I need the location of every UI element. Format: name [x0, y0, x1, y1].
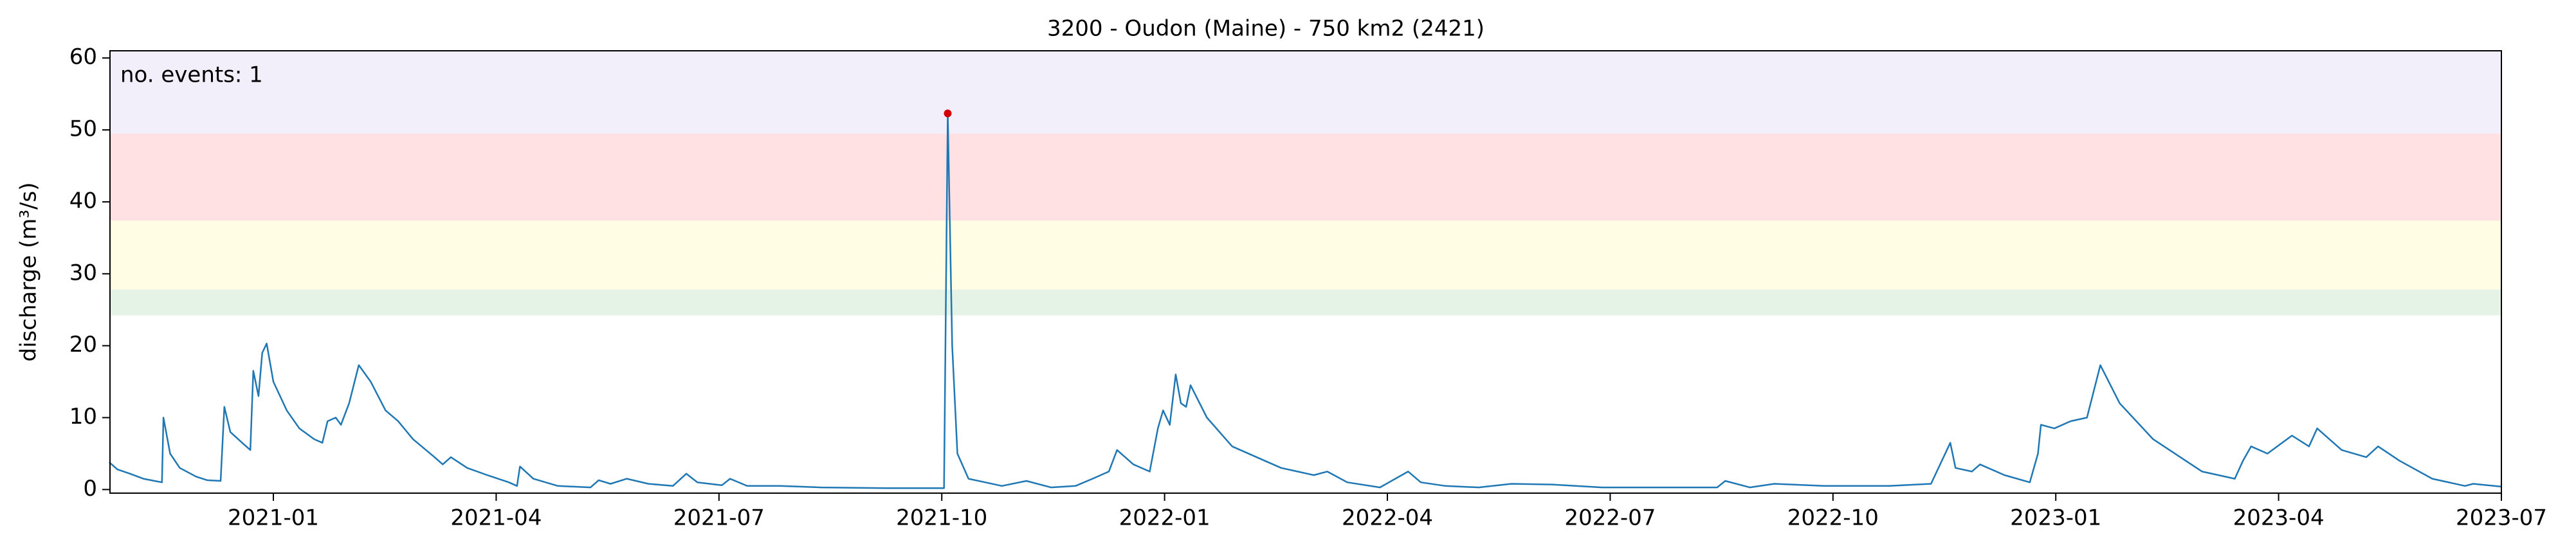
x-tick-label: 2022-10 — [1787, 505, 1879, 531]
x-tick-label: 2022-07 — [1564, 505, 1656, 531]
x-tick-label: 2023-01 — [2010, 505, 2101, 531]
y-tick-label: 10 — [69, 404, 97, 429]
y-tick-label: 20 — [69, 332, 97, 357]
x-tick-label: 2021-04 — [450, 505, 542, 531]
plot-frame — [109, 50, 2502, 494]
y-tick-label: 50 — [69, 116, 97, 142]
threshold-band — [110, 133, 2501, 221]
event-marker — [944, 109, 952, 118]
x-tick-label: 2023-07 — [2456, 505, 2547, 531]
y-axis-label: discharge (m³/s) — [16, 183, 42, 362]
x-tick-label: 2022-04 — [1342, 505, 1433, 531]
threshold-band — [110, 51, 2501, 134]
annotation: no. events: 1 — [120, 62, 263, 88]
threshold-band — [110, 289, 2501, 316]
y-tick-label: 60 — [69, 44, 97, 70]
x-tick-label: 2021-07 — [673, 505, 765, 531]
chart-title: 3200 - Oudon (Maine) - 750 km2 (2421) — [1047, 16, 1484, 42]
threshold-band — [110, 221, 2501, 290]
discharge-line — [108, 113, 2502, 489]
x-tick-label: 2021-10 — [896, 505, 987, 531]
x-tick-label: 2021-01 — [228, 505, 319, 531]
bands — [110, 51, 2501, 316]
x-tick-label: 2022-01 — [1119, 505, 1210, 531]
y-tick-label: 30 — [69, 260, 97, 285]
y-tick-label: 0 — [83, 476, 97, 501]
x-tick-label: 2023-04 — [2233, 505, 2325, 531]
y-tick-label: 40 — [69, 188, 97, 213]
